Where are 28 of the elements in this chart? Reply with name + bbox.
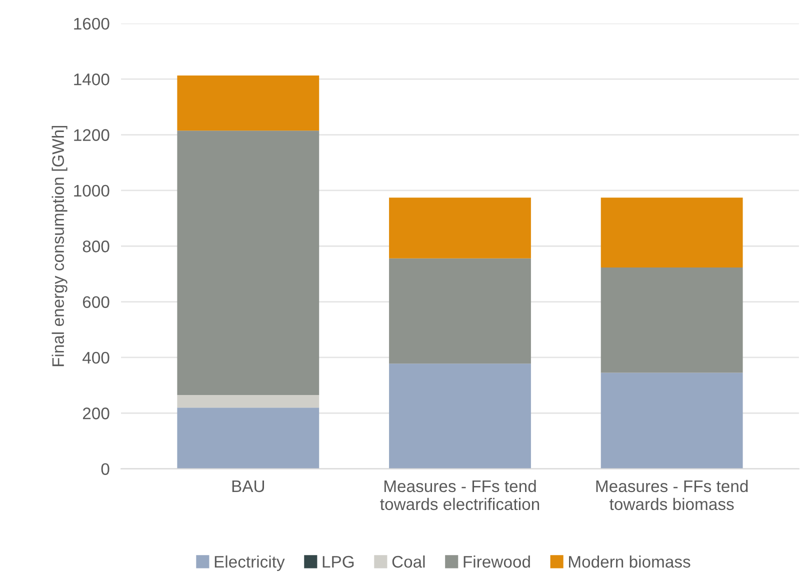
- y-tick-label: 1200: [74, 129, 110, 141]
- bar: [600, 372, 743, 469]
- y-tick-label: 1400: [74, 74, 110, 86]
- bar: [177, 75, 320, 131]
- bar: [600, 198, 743, 268]
- y-tick-label: 800: [82, 240, 110, 252]
- bar: [389, 364, 531, 469]
- legend-label: Modern biomass: [569, 555, 690, 568]
- legend-label: Electricity: [214, 555, 285, 571]
- bar: [389, 198, 531, 258]
- bar: [177, 395, 320, 408]
- x-tick-label: Measures - FFs tend towards electrification: [380, 480, 540, 510]
- x-tick-label: BAU: [232, 480, 264, 492]
- y-tick-label: 600: [82, 296, 110, 308]
- y-tick-label: 1000: [74, 184, 110, 197]
- y-tick-label: 1600: [74, 18, 110, 30]
- x-tick-label: Measures - FFs tend towards biomass: [596, 480, 748, 510]
- y-axis-title: Final energy consumption [GWh]: [52, 126, 68, 366]
- bar: [600, 268, 743, 373]
- bar: [177, 130, 320, 396]
- y-tick-label: 400: [82, 352, 110, 364]
- y-tick-label: 200: [82, 408, 110, 420]
- legend-label: Firewood: [464, 555, 530, 568]
- legend-label: LPG: [322, 556, 354, 568]
- y-tick-label: 0: [101, 463, 110, 476]
- legend-label: Coal: [392, 555, 425, 568]
- bar: [389, 258, 531, 364]
- bar: [177, 408, 320, 469]
